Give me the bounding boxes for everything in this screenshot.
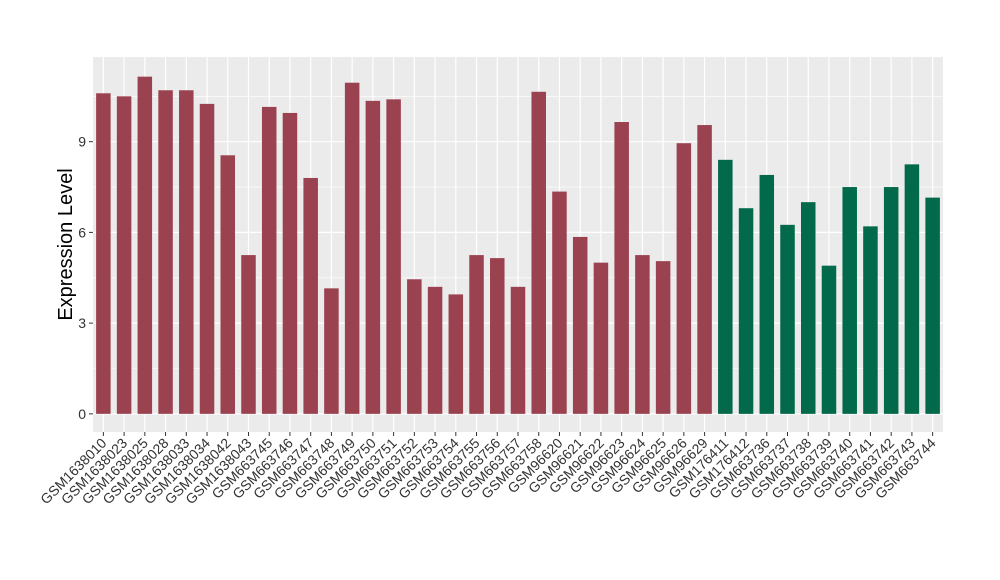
bar-GSM1638034 xyxy=(199,103,215,414)
bar-GSM663756 xyxy=(490,258,505,414)
x-axis: GSM1638010GSM1638023GSM1638025GSM1638028… xyxy=(37,432,939,507)
bar-GSM176412 xyxy=(738,208,754,414)
bar-GSM663750 xyxy=(365,100,381,414)
bar-GSM663737 xyxy=(780,224,795,414)
bar-GSM663754 xyxy=(448,294,464,414)
bar-GSM663740 xyxy=(842,187,857,414)
bar-GSM663736 xyxy=(759,174,775,414)
bars xyxy=(96,76,940,414)
bar-GSM663749 xyxy=(344,82,360,414)
bar-GSM663758 xyxy=(531,91,546,414)
bar-GSM96626 xyxy=(676,143,692,414)
bar-GSM1638028 xyxy=(158,90,173,414)
bar-GSM96622 xyxy=(593,262,609,414)
y-tick-label: 9 xyxy=(78,134,86,150)
bar-GSM1638023 xyxy=(116,96,132,414)
bar-GSM663755 xyxy=(469,255,484,414)
bar-GSM1638025 xyxy=(137,76,153,414)
bar-GSM96620 xyxy=(552,191,567,414)
bar-GSM1638043 xyxy=(241,255,256,414)
bar-GSM663757 xyxy=(510,286,526,414)
bar-GSM96621 xyxy=(572,236,588,414)
bar-GSM663748 xyxy=(324,288,339,414)
bar-GSM663744 xyxy=(925,197,940,414)
y-axis: 0 3 6 9 xyxy=(78,134,93,422)
bar-GSM1638042 xyxy=(220,155,236,414)
bar-GSM663746 xyxy=(282,112,298,414)
bar-GSM96623 xyxy=(614,122,629,414)
y-tick-label: 0 xyxy=(78,406,86,422)
bar-GSM663752 xyxy=(407,279,422,414)
bar-GSM96624 xyxy=(635,255,650,414)
bar-GSM663741 xyxy=(863,226,878,414)
bar-GSM1638033 xyxy=(179,90,194,414)
y-axis-title: Expression Level xyxy=(55,168,77,320)
bar-GSM1638010 xyxy=(96,93,111,414)
bar-GSM96629 xyxy=(697,125,712,414)
bar-GSM663739 xyxy=(821,265,837,414)
bar-GSM663747 xyxy=(303,177,318,414)
bar-GSM663743 xyxy=(904,164,920,414)
bar-GSM176411 xyxy=(718,159,733,414)
bar-GSM663742 xyxy=(883,187,899,414)
bar-GSM663753 xyxy=(427,286,443,414)
bar-GSM96625 xyxy=(655,261,671,414)
bar-GSM663738 xyxy=(800,202,816,414)
bar-GSM663751 xyxy=(386,99,401,414)
y-tick-label: 3 xyxy=(78,315,86,331)
bar-GSM663745 xyxy=(261,106,277,414)
y-tick-label: 6 xyxy=(78,224,86,240)
